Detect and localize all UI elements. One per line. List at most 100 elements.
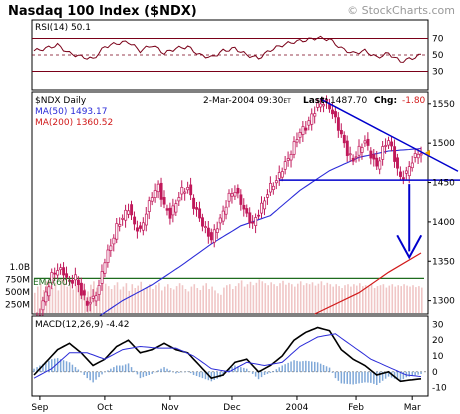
macd-histogram-bar [198,371,201,378]
macd-histogram-bar [74,367,77,372]
volume-bar [270,282,272,313]
volume-bar [51,288,54,313]
macd-tick-label: 30 [432,320,444,330]
x-tick-label: 2004 [286,403,309,413]
volume-bar [164,286,166,313]
macd-histogram-bar [399,371,402,381]
macd-histogram-bar [83,371,85,375]
volume-bar [311,282,314,313]
price-bar-body [319,103,323,108]
price-bar-body [289,154,293,161]
macd-histogram-bar [278,367,280,372]
price-bar-body [215,228,219,233]
macd-histogram-bar [358,371,360,384]
rsi-tick-label: 50 [432,51,444,61]
macd-histogram-bar [210,371,213,382]
volume-bar [338,286,340,313]
volume-bar [134,288,137,313]
volume-bar [367,286,370,313]
macd-histogram-bar [343,371,345,384]
macd-histogram-bar [56,358,59,372]
volume-bar [90,284,92,313]
volume-bar [397,285,399,313]
breakdown-arrow-head [396,234,423,260]
macd-histogram-bar [393,371,396,379]
price-bar-body [156,183,160,193]
volume-bar [249,281,252,313]
price-bar-body [266,194,269,198]
macd-histogram-bar [364,371,366,383]
volume-bar [385,287,388,313]
price-bar-body [171,205,175,216]
macd-histogram-bar [163,367,165,372]
macd-histogram-bar [355,371,357,384]
price-bar-body [301,126,305,135]
price-bar-body [357,145,361,156]
macd-histogram-bar [269,371,272,373]
price-bar-body [76,279,80,286]
volume-bar [314,285,317,313]
price-bar-body [180,187,184,195]
x-tick-label: Mar [404,403,421,413]
volume-bar [376,286,379,313]
price-bar-body [218,217,222,224]
watermark: © StockCharts.com [347,4,455,17]
price-bar-body [59,267,63,271]
volume-bar [276,286,278,313]
macd-histogram-bar [139,371,142,379]
volume-bar [78,277,80,313]
volume-bar [181,285,184,313]
macd-histogram-bar [65,361,68,372]
volume-bar [37,286,39,313]
rsi-line [33,35,422,63]
volume-bar [102,279,104,313]
volume-bar [110,289,113,313]
volume-bar [149,284,151,313]
price-bar-body [212,229,216,243]
volume-bar [308,284,311,313]
rsi-layer: 70 50 30 [32,35,444,78]
price-bar-body [127,210,131,215]
price-bar-body [100,271,104,284]
macd-tick-label: 10 [432,352,444,362]
volume-bar [353,284,355,313]
volume-bar [326,282,329,313]
price-bar-body [68,279,72,282]
macd-histogram-bar [42,363,44,372]
price-bar-body [141,222,145,231]
volume-bar [406,285,408,313]
macd-histogram-bar [186,371,189,372]
macd-histogram-bar [113,367,115,372]
volume-bar [75,285,77,313]
price-bar-body [133,216,137,225]
price-bar-body [242,204,246,210]
macd-histogram-bar [281,365,283,372]
ma200-label: MA(200) 1360.52 [35,118,113,128]
volume-bar [232,289,234,313]
macd-histogram-bar [154,371,156,373]
volume-bar [39,283,42,313]
macd-histogram-bar [116,365,118,372]
price-bar-body [233,192,237,197]
price-bar-body [336,117,340,131]
volume-bar [237,283,240,313]
volume-bar [140,281,142,313]
volume-bar [285,284,287,313]
price-bar-body [274,180,278,184]
volume-bar [137,285,139,313]
price-bar-body [404,170,408,174]
macd-histogram-bar [231,367,233,372]
price-bar-body [378,160,382,170]
volume-bar [246,284,249,313]
x-tick-label: Feb [348,403,364,413]
volume-bar [69,284,72,313]
macd-histogram-bar [151,371,153,374]
macd-tick-label: 0 [432,368,438,378]
macd-histogram-bar [160,368,162,372]
macd-histogram-bar [201,371,204,379]
macd-histogram-bar [328,367,331,372]
volume-bar [214,290,216,313]
price-bar-body [384,145,388,147]
x-tick-label: Oct [97,403,113,413]
price-bar-body [79,282,83,296]
